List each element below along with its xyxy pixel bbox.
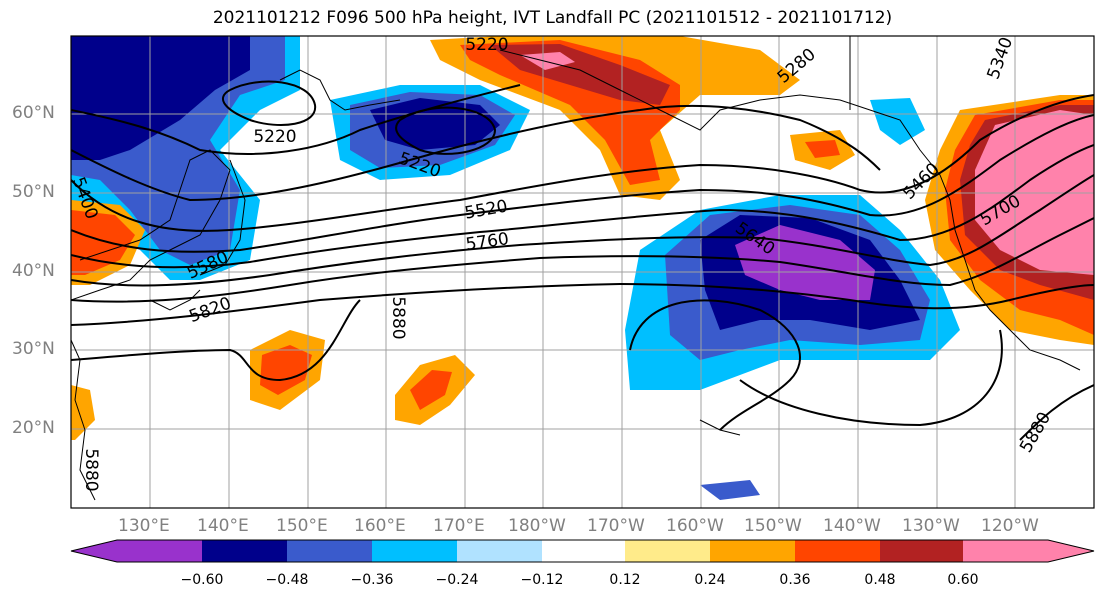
- colorbar-segment: [795, 540, 880, 562]
- contour-label: 5880: [81, 448, 101, 491]
- colorbar-tick-label: −0.36: [350, 572, 394, 588]
- colorbar: [70, 539, 1095, 563]
- lon-tick-label: 180°W: [508, 516, 566, 536]
- colorbar-segment: [202, 540, 287, 562]
- contour-label: 5220: [253, 127, 296, 147]
- lon-tick-label: 160°E: [354, 516, 406, 536]
- colorbar-tick-label: −0.12: [520, 572, 564, 588]
- colorbar-extend-high: [1048, 540, 1094, 562]
- contour-label: 5220: [465, 35, 508, 55]
- lat-tick-label: 40°N: [12, 261, 55, 281]
- gridlines: [71, 36, 1094, 508]
- lon-tick-label: 150°W: [744, 516, 802, 536]
- colorbar-segment: [372, 540, 457, 562]
- lat-tick-label: 20°N: [12, 418, 55, 438]
- colorbar-tick-label: −0.24: [435, 572, 479, 588]
- lon-tick-label: 130°W: [902, 516, 960, 536]
- colorbar-tick-label: 0.12: [609, 572, 641, 588]
- plot-frame: [70, 35, 1095, 509]
- coastlines: [71, 36, 1081, 501]
- colorbar-tick-label: −0.48: [265, 572, 309, 588]
- colorbar-segment: [542, 540, 625, 562]
- contour-label: 5880: [388, 296, 408, 339]
- lon-tick-label: 160°W: [666, 516, 724, 536]
- colorbar-tick-label: 0.36: [779, 572, 811, 588]
- lon-tick-label: 120°W: [981, 516, 1039, 536]
- lon-tick-label: 130°E: [118, 516, 170, 536]
- colorbar-tick-label: 0.60: [947, 572, 979, 588]
- colorbar-segment: [963, 540, 1048, 562]
- lon-tick-label: 170°W: [587, 516, 645, 536]
- colorbar-tick-label: −0.60: [180, 572, 224, 588]
- lon-tick-label: 140°W: [823, 516, 881, 536]
- colorbar-segment: [880, 540, 963, 562]
- height-contours: [71, 80, 1094, 441]
- colorbar-extend-low: [71, 540, 117, 562]
- lat-tick-label: 50°N: [12, 182, 55, 202]
- lat-tick-label: 30°N: [12, 339, 55, 359]
- figure-title: 2021101212 F096 500 hPa height, IVT Land…: [212, 8, 893, 28]
- colorbar-tick-label: 0.48: [864, 572, 896, 588]
- colorbar-segment: [710, 540, 795, 562]
- lon-tick-label: 150°E: [276, 516, 328, 536]
- colorbar-segment: [457, 540, 542, 562]
- lon-tick-label: 170°E: [433, 516, 485, 536]
- colorbar-segment: [625, 540, 710, 562]
- colorbar-segment: [117, 540, 202, 562]
- lat-tick-label: 60°N: [12, 103, 55, 123]
- colorbar-segment: [287, 540, 372, 562]
- colorbar-tick-label: 0.24: [694, 572, 726, 588]
- lon-tick-label: 140°E: [197, 516, 249, 536]
